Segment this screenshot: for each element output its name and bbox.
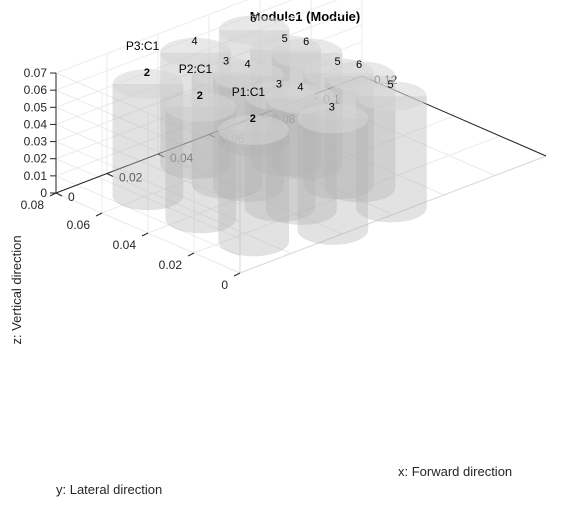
grid-line [55,141,241,223]
parallel-label: P3:C1 [126,39,160,53]
grid-line [55,106,241,188]
cylinder-body [112,84,184,211]
z-tick-label: 0.01 [24,169,48,183]
grid-line [55,175,241,257]
grid-line [55,0,249,74]
z-tick-label: 0.05 [24,100,48,114]
y-tick-label: 0.08 [21,198,45,212]
grid-line [55,89,241,171]
grid-line [147,115,455,234]
cylinder-top [297,103,369,134]
x-axis-label: x: Forward direction [398,464,512,479]
cylinder-body [165,107,237,234]
parallel-label: P1:C1 [232,85,266,99]
cylinder-body [297,118,369,245]
x-tick-mark [106,173,114,177]
cell-label: 6 [250,13,256,25]
y-tick-mark [141,232,149,237]
cylinder-top [356,81,427,112]
z-tick-label: 0.03 [24,135,48,149]
z-axis-label: z: Vertical direction [9,235,24,344]
z-tick-label: 0.02 [24,152,48,166]
grid-line [55,0,294,91]
cell-label: 3 [329,102,335,114]
cell-label: 6 [356,59,362,71]
cell-label: 5 [282,33,288,45]
cylinder-top [218,115,290,145]
grid-line [193,135,501,254]
x-tick-label: 0.04 [170,151,194,165]
x-tick-label: 0 [68,190,75,204]
y-tick-label: 0.06 [67,218,91,232]
y-tick-label: 0 [221,278,228,292]
cylinders [112,15,427,257]
z-tick-label: 0 [40,186,47,200]
axis-line [239,155,547,274]
y-axis-label: y: Lateral direction [56,482,162,497]
parallel-label: P2:C1 [179,62,213,76]
cell-label: 6 [303,36,309,48]
cylinder-body [218,130,290,257]
x-tick-mark [208,134,216,138]
z-tick-label: 0.04 [24,117,48,131]
y-tick-mark [187,252,195,257]
cell-label: 4 [297,82,303,94]
cylinder-top [112,69,184,99]
cell-label: 3 [223,56,229,68]
cell-label: 2 [144,67,150,79]
cell-label: 5 [335,56,341,68]
cell-label: 2 [197,90,203,102]
y-tick-mark [95,212,103,217]
cylinder-top [165,92,237,122]
cell-label: 4 [244,59,250,71]
grid-line [55,123,241,205]
cell-label: 5 [387,79,393,91]
grid-line [55,158,241,240]
y-tick-label: 0.02 [159,258,183,272]
cell-label: 4 [192,36,198,48]
x-tick-mark [157,153,165,158]
cylinder-body [356,96,427,223]
x-tick-label: 0.02 [119,171,143,185]
grid-line [55,72,241,154]
x-tick-mark [55,192,63,197]
cell-labels: 6 5 4 6 3 5 4 6 2 3 5 4 2 3 2 P1:C1 P2:C1 P3:C1 [126,13,394,125]
y-tick-label: 0.04 [113,238,137,252]
cell-label: 3 [276,79,282,91]
y-tick-mark [233,272,241,277]
z-tick-label: 0.06 [24,83,48,97]
z-tick-label: 0.07 [24,66,48,80]
cell-label: 2 [250,113,256,125]
